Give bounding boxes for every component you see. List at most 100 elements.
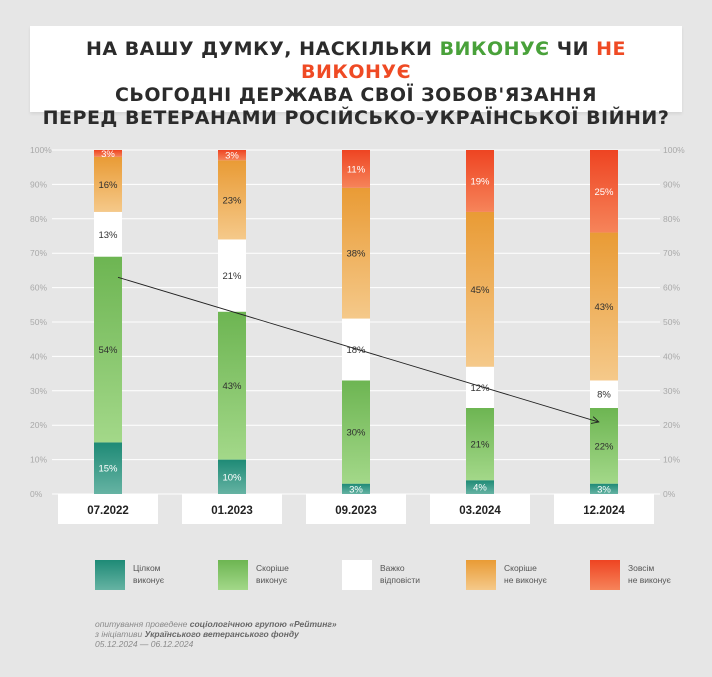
- y-tick-label-right: 10%: [663, 455, 680, 465]
- bar-segment-not_at_all: [218, 150, 246, 161]
- y-tick-label-right: 80%: [663, 214, 680, 224]
- category-box: [430, 494, 530, 524]
- bar-value-label: 21%: [470, 440, 490, 451]
- bar-segment-fully: [590, 483, 618, 494]
- y-tick-label-left: 30%: [30, 386, 47, 396]
- bar-segment-fully: [466, 480, 494, 494]
- bar-value-label: 23%: [222, 195, 242, 206]
- y-tick-label-right: 100%: [663, 145, 685, 155]
- bar-value-label: 43%: [222, 381, 242, 392]
- category-box: [58, 494, 158, 524]
- bar-segment-rather: [218, 311, 246, 460]
- bar-value-label: 54%: [98, 345, 118, 356]
- legend-label: Скоріше виконує: [256, 563, 289, 585]
- bar-value-label: 12%: [470, 383, 490, 394]
- x-tick-label: 01.2023: [211, 505, 253, 517]
- category-box: [306, 494, 406, 524]
- bar-value-label: 30%: [346, 428, 366, 439]
- bar-segment-hard: [466, 366, 494, 408]
- y-tick-label-left: 10%: [30, 455, 47, 465]
- legend-label: Цілком виконує: [133, 563, 165, 585]
- bar-value-label: 11%: [347, 164, 366, 175]
- bar-value-label: 22%: [594, 441, 614, 452]
- bar-value-label: 19%: [470, 176, 490, 187]
- bar-segment-not_at_all: [342, 150, 370, 188]
- bar-segment-hard: [342, 318, 370, 381]
- bar-segment-fully: [342, 483, 370, 494]
- bar-value-label: 3%: [597, 484, 611, 495]
- bar-segment-rather_not: [94, 156, 122, 212]
- bar-segment-fully: [218, 459, 246, 494]
- bar-value-label: 10%: [222, 472, 242, 483]
- x-tick-label: 03.2024: [459, 505, 501, 517]
- bar-segment-not_at_all: [94, 150, 122, 157]
- footnote-line-1: опитування проведене соціологічною групо…: [95, 619, 337, 629]
- bar-value-label: 43%: [594, 302, 614, 313]
- bar-segment-not_at_all: [466, 150, 494, 212]
- title-line-3: ПЕРЕД ВЕТЕРАНАМИ РОСІЙСЬКО-УКРАЇНСЬКОЇ В…: [42, 107, 670, 129]
- y-tick-label-left: 0%: [30, 489, 43, 499]
- bar-segment-rather_not: [590, 232, 618, 381]
- bar-value-label: 15%: [98, 464, 118, 475]
- bar-value-label: 38%: [346, 249, 366, 260]
- bar-value-label: 16%: [98, 180, 118, 191]
- bar-value-label: 18%: [346, 345, 366, 356]
- bar-segment-hard: [94, 211, 122, 257]
- bar-value-label: 13%: [98, 230, 118, 241]
- legend-swatch: [342, 560, 372, 590]
- trend-arrow: [117, 276, 598, 421]
- bar-value-label: 3%: [225, 151, 239, 162]
- title-highlight-not-fulfills: НЕ ВИКОНУЄ: [300, 38, 627, 83]
- legend-label: Важко відповісти: [380, 563, 420, 585]
- y-tick-label-left: 20%: [30, 420, 47, 430]
- legend-label: Скоріше не виконує: [504, 563, 547, 585]
- y-tick-label-right: 30%: [663, 386, 680, 396]
- x-tick-label: 07.2022: [87, 505, 129, 517]
- legend-swatch: [95, 560, 125, 590]
- legend-swatch: [466, 560, 496, 590]
- legend-label: Зовсім не виконує: [628, 563, 671, 585]
- bar-segment-rather_not: [342, 187, 370, 319]
- y-tick-label-right: 70%: [663, 248, 680, 258]
- bar-value-label: 4%: [473, 483, 487, 494]
- bar-segment-hard: [218, 239, 246, 312]
- bar-segment-rather_not: [218, 160, 246, 240]
- y-tick-label-right: 60%: [663, 283, 680, 293]
- bar-segment-hard: [590, 380, 618, 408]
- x-tick-label: 09.2023: [335, 505, 377, 517]
- y-tick-label-right: 20%: [663, 420, 680, 430]
- y-tick-label-left: 100%: [30, 145, 52, 155]
- title-line-1: НА ВАШУ ДУМКУ, НАСКІЛЬКИ ВИКОНУЄ ЧИ НЕ В…: [85, 38, 627, 83]
- y-tick-label-left: 70%: [30, 248, 47, 258]
- chart-title: НА ВАШУ ДУМКУ, НАСКІЛЬКИ ВИКОНУЄ ЧИ НЕ В…: [30, 26, 682, 129]
- y-tick-label-left: 40%: [30, 351, 47, 361]
- y-tick-label-left: 80%: [30, 214, 47, 224]
- category-box: [554, 494, 654, 524]
- bar-segment-rather: [94, 256, 122, 443]
- bar-value-label: 8%: [597, 390, 611, 401]
- bar-value-label: 21%: [222, 271, 242, 282]
- category-box: [182, 494, 282, 524]
- footnote-line-2: з ініціативи Українського ветеранського …: [95, 629, 299, 639]
- y-tick-label-right: 50%: [663, 317, 680, 327]
- survey-footnote: опитування проведене соціологічною групо…: [95, 619, 337, 649]
- y-tick-label-left: 50%: [30, 317, 47, 327]
- legend-swatch: [590, 560, 620, 590]
- bar-segment-fully: [94, 442, 122, 494]
- footnote-dates: 05.12.2024 — 06.12.2024: [95, 639, 194, 649]
- bar-segment-rather_not: [466, 211, 494, 367]
- legend-swatch: [218, 560, 248, 590]
- y-tick-label-right: 0%: [663, 489, 676, 499]
- title-highlight-fulfills: ВИКОНУЄ: [439, 38, 550, 60]
- bar-segment-rather: [342, 380, 370, 484]
- x-tick-label: 12.2024: [583, 505, 625, 517]
- bar-value-label: 3%: [349, 484, 363, 495]
- bar-value-label: 45%: [470, 285, 490, 296]
- bar-segment-rather: [466, 408, 494, 481]
- y-tick-label-right: 90%: [663, 179, 680, 189]
- bar-value-label: 25%: [594, 187, 614, 198]
- bar-segment-not_at_all: [590, 150, 618, 233]
- bar-value-label: 3%: [101, 149, 115, 160]
- y-tick-label-left: 90%: [30, 179, 47, 189]
